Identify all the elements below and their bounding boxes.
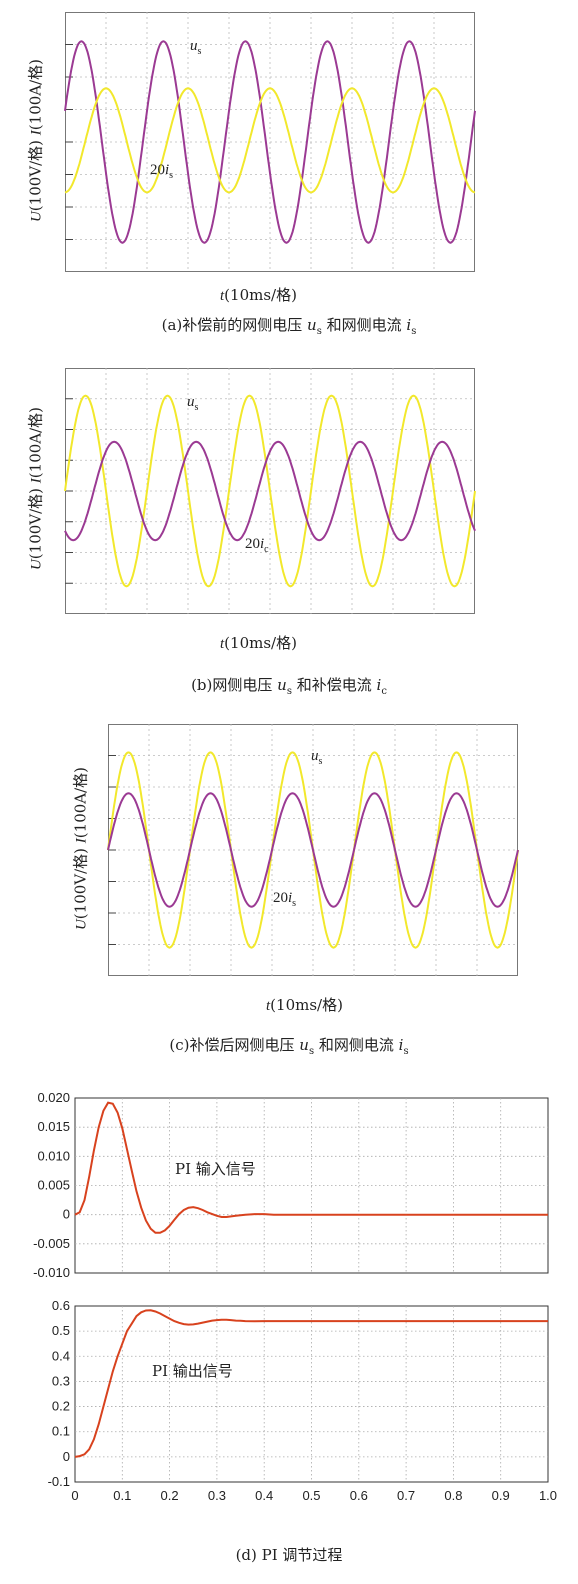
y-tick-label: 0.010	[37, 1148, 70, 1163]
caption-c: (c)补偿后网侧电压 us 和网侧电流 is	[169, 1036, 409, 1057]
caption-a: (a)补偿前的网侧电压 us 和网侧电流 is	[161, 316, 417, 337]
series-line	[74, 1309, 548, 1458]
caption-b: (b)网侧电压 us 和补偿电流 ic	[191, 676, 387, 697]
y-tick-label: 0.5	[52, 1323, 70, 1338]
plot-c-voltage-current-after	[107, 724, 519, 976]
plot-c-label-us: us	[311, 748, 323, 767]
series-line-20ic	[64, 440, 476, 542]
plot-d-top-annotation: PI 输入信号	[175, 1160, 256, 1178]
plot-a-xlabel: t(10ms/格)	[220, 286, 297, 304]
plot-b-voltage-compensation	[64, 368, 476, 614]
plot-d-bottom-annotation: PI 输出信号	[152, 1362, 233, 1380]
y-tick-label: 0.020	[37, 1090, 70, 1105]
y-tick-label: 0.4	[52, 1348, 70, 1363]
plot-a-ylabel: U(100V/格) I(100A/格)	[26, 58, 45, 223]
plot-a-label-20is: 20is	[150, 162, 174, 181]
plot-c-ylabel: U(100V/格) I(100A/格)	[71, 766, 90, 931]
y-tick-label: 0.3	[52, 1373, 70, 1388]
plot-d-pi-input: 0.020 0.015 0.010 0.005 0 -0.005 -0.010	[33, 1090, 549, 1280]
y-tick-label: 0.015	[37, 1119, 70, 1134]
plot-d-pi-output: 0.60.50.40.30.20.10-0.10 0.1 0.2 0.3 0.4 0.5 0…	[48, 1298, 557, 1503]
series-line-20is	[107, 792, 519, 908]
y-tick-label: -0.005	[33, 1236, 70, 1251]
x-tick-label: 0.4	[255, 1488, 273, 1503]
x-tick-label: 0.1	[113, 1488, 131, 1503]
caption-d: (d) PI 调节过程	[235, 1546, 343, 1564]
series-line	[74, 1101, 548, 1234]
x-tick-label: 0.8	[444, 1488, 462, 1503]
series-line-20is	[64, 87, 476, 194]
plot-b-label-us: us	[187, 394, 199, 413]
y-tick-label: 0	[63, 1449, 70, 1464]
y-tick-label: 0.6	[52, 1298, 70, 1313]
plot-c-xlabel: t(10ms/格)	[266, 996, 343, 1014]
y-tick-label: 0.1	[52, 1424, 70, 1439]
series-line-us	[64, 40, 476, 244]
plot-a-label-us: us	[190, 38, 202, 57]
plot-b-ylabel: U(100V/格) I(100A/格)	[26, 406, 45, 571]
y-tick-label: 0.005	[37, 1178, 70, 1193]
y-tick-label: -0.010	[33, 1265, 70, 1280]
x-tick-label: 0.5	[302, 1488, 320, 1503]
x-tick-label: 0.2	[161, 1488, 179, 1503]
x-tick-label: 0.3	[208, 1488, 226, 1503]
series-line-us	[64, 394, 476, 588]
y-tick-label: 0	[63, 1207, 70, 1222]
x-tick-label: 0.9	[492, 1488, 510, 1503]
x-tick-label: 0.6	[350, 1488, 368, 1503]
x-tick-label: 0	[71, 1488, 78, 1503]
plot-b-label-20ic: 20ic	[245, 536, 269, 555]
y-tick-label: -0.1	[48, 1474, 70, 1489]
plot-a-voltage-current-before	[64, 12, 476, 272]
plot-b-xlabel: t(10ms/格)	[220, 634, 297, 652]
plot-c-label-20is: 20is	[273, 890, 297, 909]
x-tick-label: 0.7	[397, 1488, 415, 1503]
y-tick-label: 0.2	[52, 1399, 70, 1414]
x-tick-label: 1.0	[539, 1488, 557, 1503]
